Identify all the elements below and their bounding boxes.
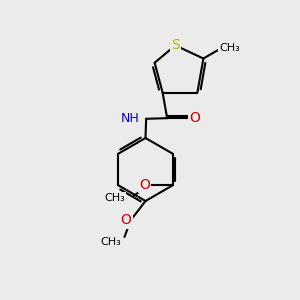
Text: O: O xyxy=(121,214,131,227)
Text: O: O xyxy=(190,111,200,125)
Text: CH₃: CH₃ xyxy=(105,193,125,203)
Text: CH₃: CH₃ xyxy=(101,237,122,248)
Text: S: S xyxy=(171,38,180,52)
Text: CH₃: CH₃ xyxy=(219,43,240,53)
Text: O: O xyxy=(139,178,150,192)
Text: NH: NH xyxy=(121,112,140,125)
